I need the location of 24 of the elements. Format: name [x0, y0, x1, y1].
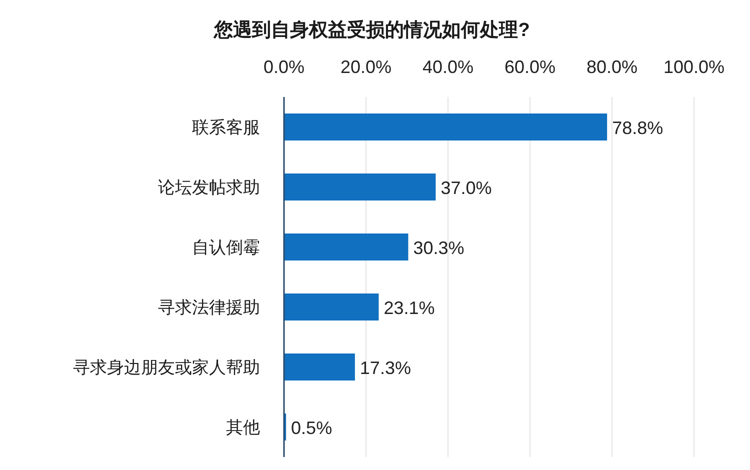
data-label: 37.0%	[440, 178, 492, 198]
x-tick-label: 80.0%	[586, 57, 638, 77]
y-tick-label: 其他	[226, 418, 260, 437]
y-tick-label: 论坛发帖求助	[158, 178, 260, 197]
x-tick-label: 20.0%	[340, 57, 392, 77]
x-tick-label: 100.0%	[663, 57, 725, 77]
bar	[284, 174, 436, 200]
y-tick-label: 寻求身边朋友或家人帮助	[73, 358, 260, 377]
data-label: 0.5%	[291, 418, 332, 438]
bar	[284, 114, 608, 140]
x-tick-label: 0.0%	[263, 57, 305, 77]
bar	[284, 354, 355, 380]
y-tick-label: 自认倒霉	[192, 238, 260, 257]
chart-title: 您遇到自身权益受损的情况如何处理?	[213, 19, 530, 41]
data-label: 23.1%	[384, 298, 435, 318]
data-label: 30.3%	[413, 238, 464, 258]
y-tick-label: 联系客服	[192, 118, 260, 137]
bar	[284, 234, 408, 260]
bar	[284, 294, 379, 320]
data-label: 78.8%	[612, 118, 664, 138]
y-tick-label: 寻求法律援助	[158, 298, 260, 317]
x-tick-label: 60.0%	[504, 57, 556, 77]
data-label: 17.3%	[360, 358, 411, 378]
x-tick-label: 40.0%	[422, 57, 474, 77]
